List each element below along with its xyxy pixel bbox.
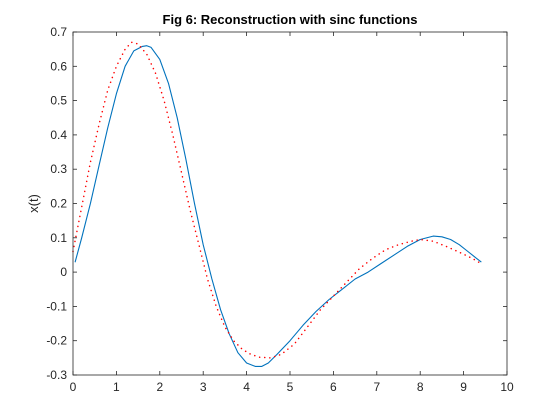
y-axis-label: x(t) <box>26 194 41 213</box>
y-tick-label: 0.1 <box>50 231 67 245</box>
x-tick-label: 7 <box>373 380 380 394</box>
y-tick-label: 0 <box>60 265 67 279</box>
series-line-reconstruction <box>74 45 482 367</box>
y-tick-label: 0.4 <box>50 128 67 142</box>
x-tick-label: 2 <box>156 380 163 394</box>
x-tick-label: 5 <box>287 380 294 394</box>
y-tick-label: 0.6 <box>50 59 67 73</box>
x-tick-label: 0 <box>70 380 77 394</box>
plot-area-frame <box>72 31 508 376</box>
y-tick-label: 0.5 <box>50 94 67 108</box>
y-tick-label: -0.1 <box>46 299 67 313</box>
x-tick-label: 3 <box>200 380 207 394</box>
x-tick-label: 8 <box>417 380 424 394</box>
x-tick-label: 9 <box>460 380 467 394</box>
x-tick-label: 6 <box>330 380 337 394</box>
x-tick-label: 1 <box>113 380 120 394</box>
x-tick-label: 4 <box>243 380 250 394</box>
chart-title: Fig 6: Reconstruction with sinc function… <box>163 12 418 27</box>
y-tick-label: 0.3 <box>50 162 67 176</box>
series-layer <box>72 41 482 367</box>
axis-ticks: 0 1 2 3 4 5 6 7 8 9 10 -0.3 -0.2 -0.1 0 0.1 0.2 0.3 0.4 0.5… <box>46 25 514 394</box>
y-tick-label: -0.2 <box>46 334 67 348</box>
x-tick-label: 10 <box>500 380 514 394</box>
series-line-original <box>72 41 482 359</box>
y-tick-label: 0.7 <box>50 25 67 39</box>
y-tick-label: -0.3 <box>46 368 67 382</box>
y-tick-label: 0.2 <box>50 197 67 211</box>
